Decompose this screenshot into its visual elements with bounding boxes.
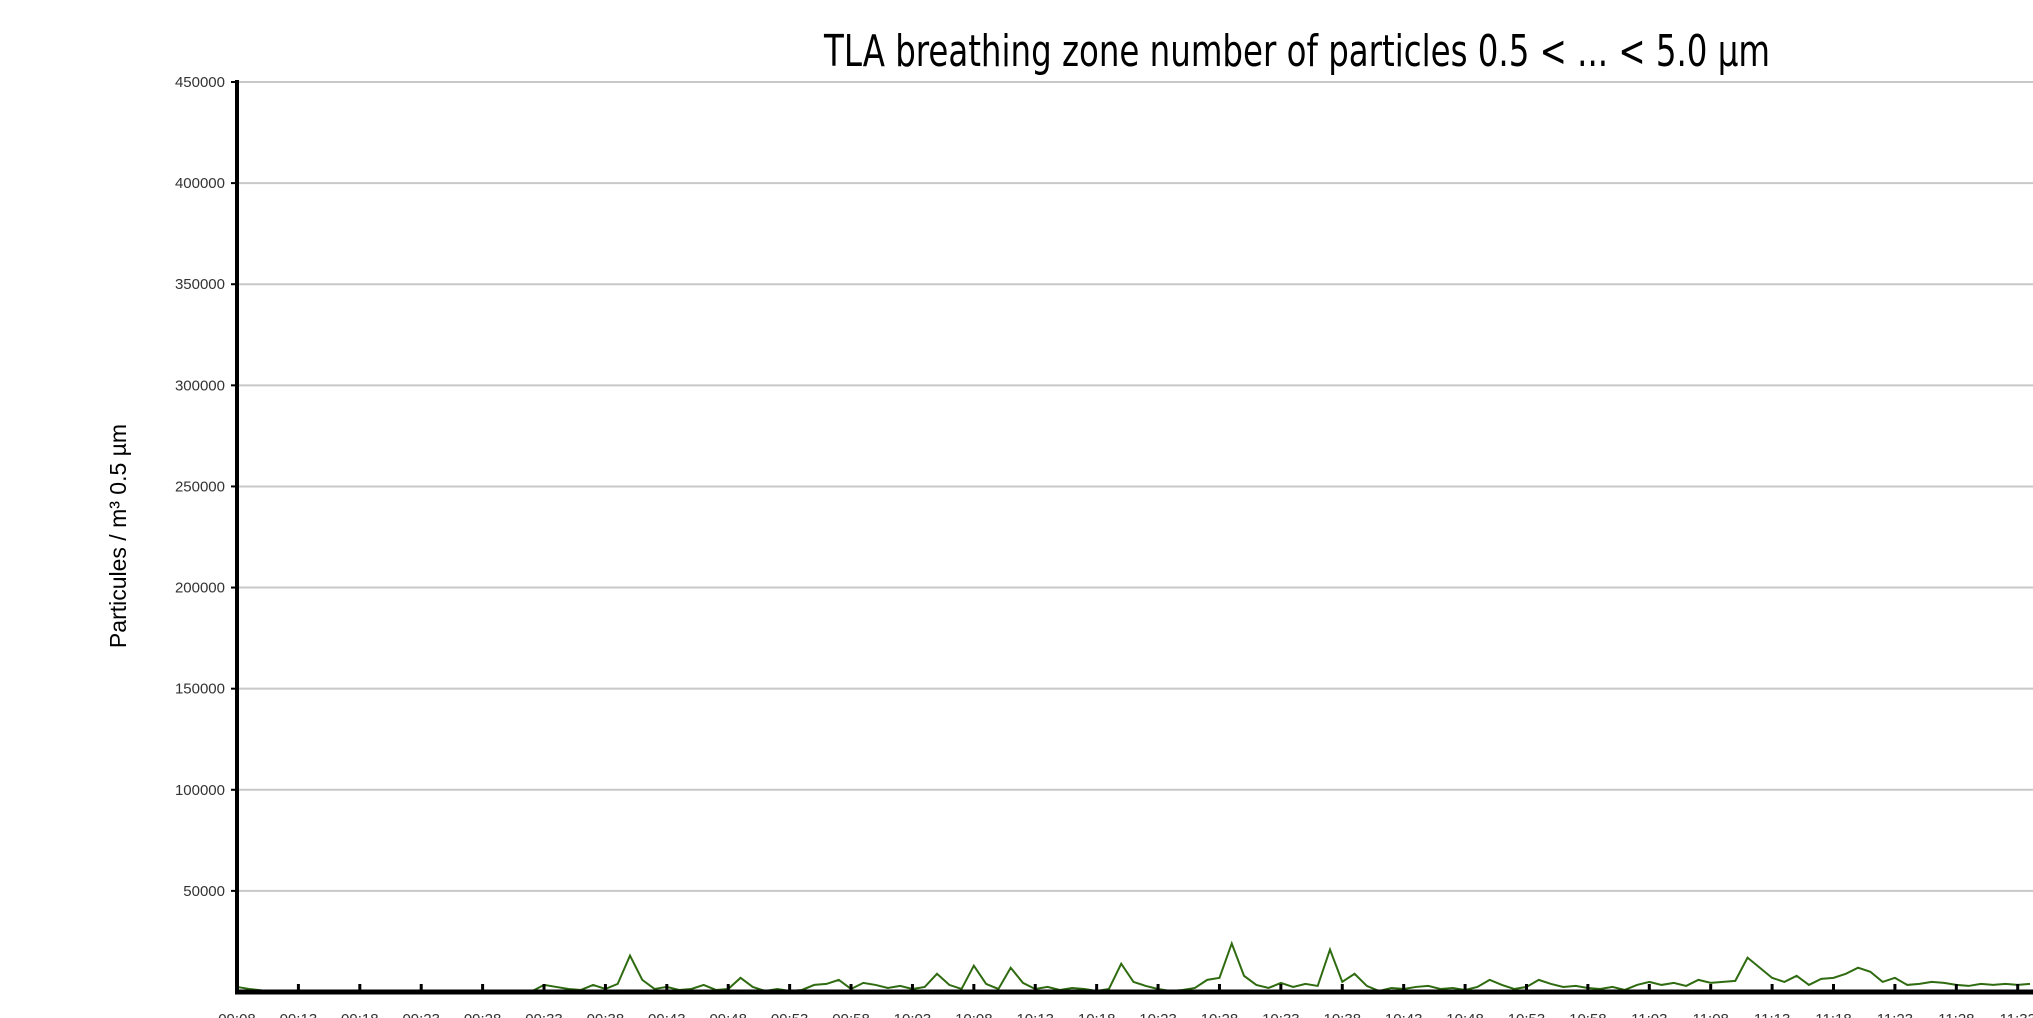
x-tick-label: 10:53 [1508, 1011, 1546, 1018]
y-tick-label: 250000 [175, 478, 225, 495]
x-tick-label: 11:33 [2000, 1011, 2033, 1018]
y-tick-label: 100000 [175, 782, 225, 799]
y-tick-label: 150000 [175, 681, 225, 698]
x-tick-label: 10:48 [1446, 1011, 1484, 1018]
x-tick-label: 09:13 [280, 1011, 318, 1018]
x-tick-label: 10:28 [1201, 1011, 1239, 1018]
y-tick-label: 300000 [175, 377, 225, 394]
x-tick-label: 09:28 [464, 1011, 502, 1018]
x-tick-label: 10:33 [1262, 1011, 1300, 1018]
x-tick-label: 09:48 [709, 1011, 747, 1018]
x-tick-label: 11:28 [1938, 1011, 1974, 1018]
x-tick-label: 11:03 [1631, 1011, 1667, 1018]
x-tick-label: 09:23 [402, 1011, 440, 1018]
data-line [236, 940, 2031, 993]
x-tick-label: 09:18 [341, 1011, 379, 1018]
x-tick-label: 10:43 [1385, 1011, 1423, 1018]
x-tick-label: 10:38 [1324, 1011, 1362, 1018]
x-tick-label: 09:38 [587, 1011, 625, 1018]
y-tick-label: 350000 [175, 276, 225, 293]
x-tick-label: 10:13 [1016, 1011, 1054, 1018]
x-tick-label: 09:33 [525, 1011, 563, 1018]
x-tick-label: 09:58 [832, 1011, 870, 1018]
y-tick-label: 450000 [175, 74, 225, 91]
x-tick-label: 10:18 [1078, 1011, 1116, 1018]
x-tick-label: 10:03 [894, 1011, 932, 1018]
x-tick-label: 09:08 [218, 1011, 256, 1018]
x-tick-label: 10:08 [955, 1011, 993, 1018]
x-tick-label: 09:53 [771, 1011, 809, 1018]
chart-title: TLA breathing zone number of particles 0… [823, 27, 1770, 77]
x-tick-label: 10:23 [1139, 1011, 1177, 1018]
y-tick-label: 50000 [183, 883, 225, 900]
y-tick-label: 400000 [175, 175, 225, 192]
x-tick-label: 10:58 [1569, 1011, 1607, 1018]
x-tick-label: 11:08 [1692, 1011, 1728, 1018]
x-tick-label: 11:18 [1815, 1011, 1851, 1018]
x-tick-label: 09:43 [648, 1011, 686, 1018]
y-tick-label: 200000 [175, 580, 225, 597]
x-tick-label: 11:13 [1754, 1011, 1790, 1018]
x-tick-label: 11:23 [1877, 1011, 1913, 1018]
y-axis-label: Particules / m³ 0.5 µm [105, 424, 131, 648]
